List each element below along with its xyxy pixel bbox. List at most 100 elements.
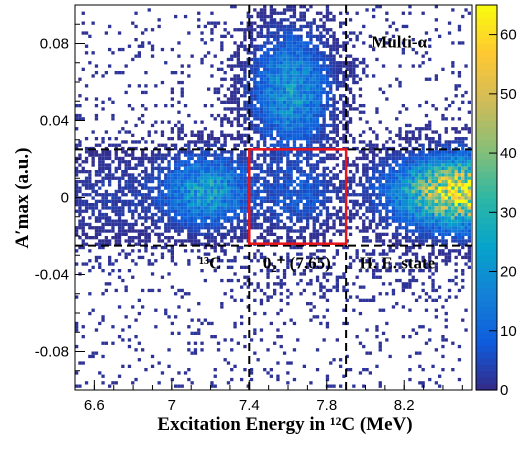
heatmap-cell [289, 130, 293, 134]
heatmap-cell [273, 173, 277, 177]
heatmap-cell [444, 219, 448, 223]
heatmap-cell [203, 179, 207, 184]
heatmap-cell [299, 120, 303, 124]
heatmap-cell [372, 229, 376, 233]
heatmap-cell [193, 153, 198, 157]
heatmap-cell [289, 259, 293, 263]
heatmap-cell [368, 209, 372, 213]
heatmap-cell [243, 199, 247, 203]
heatmap-cell [220, 206, 224, 210]
heatmap-cell [279, 77, 283, 81]
heatmap-cell [240, 21, 244, 25]
heatmap-cell [200, 183, 204, 187]
heatmap-cell [233, 199, 237, 203]
heatmap-cell [174, 239, 178, 243]
heatmap-cell [150, 189, 155, 194]
heatmap-cell [131, 222, 135, 227]
heatmap-cell [243, 222, 247, 227]
heatmap-cell [210, 143, 214, 147]
heatmap-cell [127, 176, 132, 180]
heatmap-cell [111, 143, 115, 147]
heatmap-cell [319, 90, 323, 95]
heatmap-cell [296, 160, 300, 164]
heatmap-cell [405, 285, 409, 289]
heatmap-cell [467, 100, 471, 104]
heatmap-cell [279, 61, 283, 65]
heatmap-cell [170, 137, 174, 141]
heatmap-cell [230, 199, 234, 203]
heatmap-cell [108, 150, 112, 154]
heatmap-cell [131, 166, 135, 170]
heatmap-cell [441, 173, 445, 177]
heatmap-cell [381, 170, 386, 174]
heatmap-cell [315, 173, 320, 177]
heatmap-cell [84, 199, 89, 203]
heatmap-cell [358, 311, 363, 316]
heatmap-cell [190, 150, 194, 154]
heatmap-cell [213, 24, 217, 29]
heatmap-cell [339, 24, 343, 29]
heatmap-cell [226, 219, 231, 223]
heatmap-cell [236, 206, 240, 210]
heatmap-cell [137, 216, 141, 220]
heatmap-cell [104, 31, 108, 35]
heatmap-cell [464, 123, 468, 128]
heatmap-cell [292, 94, 297, 98]
heatmap-cell [269, 209, 273, 213]
heatmap-cell [137, 183, 141, 187]
heatmap-cell [213, 21, 217, 25]
heatmap-cell [398, 242, 402, 246]
heatmap-cell [454, 229, 458, 233]
heatmap-cell [263, 57, 267, 62]
heatmap-cell [187, 203, 191, 207]
heatmap-cell [233, 183, 237, 187]
heatmap-cell [385, 338, 389, 342]
heatmap-cell [398, 186, 402, 190]
heatmap-cell [98, 199, 102, 203]
heatmap-cell [108, 222, 112, 227]
heatmap-cell [418, 130, 422, 134]
heatmap-cell [111, 113, 115, 118]
heatmap-cell [309, 67, 313, 71]
heatmap-cell [424, 153, 429, 157]
heatmap-cell [434, 242, 438, 246]
heatmap-cell [81, 361, 85, 365]
heatmap-cell [461, 239, 465, 243]
heatmap-cell [424, 137, 429, 141]
heatmap-cell [345, 130, 349, 134]
heatmap-cell [325, 308, 330, 312]
heatmap-cell [266, 206, 270, 210]
heatmap-cell [236, 113, 240, 118]
heatmap-cell [299, 236, 303, 240]
heatmap-cell [282, 199, 287, 203]
heatmap-cell [375, 133, 379, 137]
heatmap-cell [84, 146, 89, 151]
heatmap-cell [84, 222, 89, 227]
heatmap-cell [114, 209, 118, 213]
heatmap-cell [411, 166, 415, 170]
heatmap-cell [424, 51, 429, 55]
heatmap-cell [84, 183, 89, 187]
heatmap-cell [289, 97, 293, 101]
heatmap-cell [296, 183, 300, 187]
heatmap-cell [342, 193, 346, 197]
heatmap-cell [104, 150, 108, 154]
heatmap-cell [405, 236, 409, 240]
heatmap-cell [197, 173, 201, 177]
heatmap-cell [411, 216, 415, 220]
heatmap-cell [299, 173, 303, 177]
heatmap-cell [167, 199, 171, 203]
heatmap-cell [210, 137, 214, 141]
heatmap-cell [134, 219, 138, 223]
heatmap-cell [296, 18, 300, 22]
heatmap-cell [230, 348, 234, 352]
heatmap-cell [273, 176, 277, 180]
heatmap-cell [286, 90, 290, 95]
heatmap-cell [279, 34, 283, 38]
heatmap-cell [210, 335, 214, 339]
heatmap-cell [144, 28, 148, 32]
heatmap-cell [411, 292, 415, 296]
heatmap-cell [216, 203, 221, 207]
heatmap-cell [253, 226, 257, 230]
heatmap-cell [378, 348, 382, 352]
